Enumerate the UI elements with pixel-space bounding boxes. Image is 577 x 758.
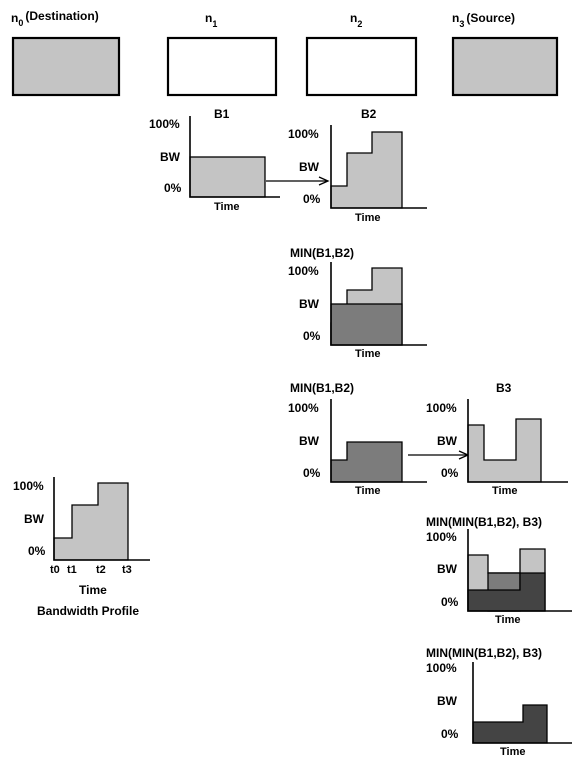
- axis-label-bw: BW: [24, 512, 45, 526]
- node-n1-box: [166, 36, 278, 97]
- node-n1: n1: [166, 11, 278, 97]
- node-n2: n2: [305, 11, 418, 97]
- b1-axes: [189, 116, 280, 198]
- profile-tick-t1: t1: [67, 564, 77, 576]
- chart-min123-result: MIN(MIN(B1,B2), B3) 100% BW 0% Time: [426, 646, 572, 758]
- axis-label-0: 0%: [441, 466, 459, 480]
- profile-tick-t3: t3: [122, 564, 132, 576]
- axis-label-100: 100%: [426, 530, 457, 544]
- axis-label-0: 0%: [441, 727, 459, 741]
- axis-label-bw: BW: [437, 694, 458, 708]
- axis-label-100: 100%: [426, 401, 457, 415]
- b2-axes: [330, 125, 427, 209]
- chart-min123a-title: MIN(MIN(B1,B2), B3): [426, 515, 542, 529]
- axis-label-100: 100%: [288, 127, 319, 141]
- axis-label-100: 100%: [426, 661, 457, 675]
- axis-label-0: 0%: [303, 466, 321, 480]
- b3-xlabel: Time: [492, 485, 517, 497]
- axis-label-bw: BW: [299, 434, 320, 448]
- profile-tick-t0: t0: [50, 564, 60, 576]
- b2-bars: [330, 131, 403, 209]
- node-n2-label: n2: [350, 11, 362, 29]
- min12b-xlabel: Time: [355, 485, 380, 497]
- min12a-axes: [330, 262, 427, 346]
- axis-label-bw: BW: [160, 150, 181, 164]
- min123b-area: [472, 704, 548, 744]
- axis-label-bw: BW: [299, 297, 320, 311]
- axis-label-bw: BW: [299, 160, 320, 174]
- node-n0-box: [11, 36, 121, 97]
- b2-xlabel: Time: [355, 212, 380, 224]
- min12a-xlabel: Time: [355, 348, 380, 360]
- arrow-b1-b2: [266, 176, 330, 186]
- chart-min12a-title: MIN(B1,B2): [290, 246, 354, 260]
- axis-label-bw: BW: [437, 562, 458, 576]
- profile-tick-t2: t2: [96, 564, 106, 576]
- chart-b2-title: B2: [361, 107, 377, 121]
- profile-bars: [53, 482, 129, 561]
- axis-label-0: 0%: [303, 329, 321, 343]
- node-n2-box: [305, 36, 418, 97]
- axis-label-0: 0%: [164, 181, 182, 195]
- axis-label-0: 0%: [303, 192, 321, 206]
- b3-axes: [467, 399, 568, 483]
- axis-label-bw: BW: [437, 434, 458, 448]
- min12b-area: [330, 441, 403, 483]
- profile-axes: [53, 477, 150, 561]
- axis-label-0: 0%: [441, 595, 459, 609]
- node-n3-label: n3 (Source): [452, 11, 515, 29]
- min123b-xlabel: Time: [500, 746, 525, 758]
- b1-bar: [189, 156, 266, 198]
- node-n3: n3 (Source): [451, 11, 559, 97]
- axis-label-100: 100%: [288, 264, 319, 278]
- axis-label-100: 100%: [149, 117, 180, 131]
- min12a-min-area: [330, 303, 403, 346]
- min123a-axes: [467, 529, 572, 612]
- node-n1-label: n1: [205, 11, 217, 29]
- chart-min12b-title: MIN(B1,B2): [290, 381, 354, 395]
- profile-xlabel: Time: [79, 583, 107, 597]
- chart-b2: B2 100% BW 0% Time: [288, 107, 427, 224]
- chart-b3-title: B3: [496, 381, 512, 395]
- chart-min12-result: MIN(B1,B2) 100% BW 0% Time: [288, 381, 427, 497]
- chart-min123-overlay: MIN(MIN(B1,B2), B3) 100% BW 0% Time: [426, 515, 572, 626]
- axis-label-0: 0%: [28, 544, 46, 558]
- profile-caption: Bandwidth Profile: [37, 604, 139, 618]
- chart-bandwidth-profile: 100% BW 0% t0 t1 t2 t3 Time Bandwidth Pr…: [13, 477, 150, 618]
- min123a-xlabel: Time: [495, 614, 520, 626]
- chart-b1-title: B1: [214, 107, 230, 121]
- chart-b3: B3 100% BW 0% Time: [426, 381, 568, 497]
- b3-bars: [467, 418, 542, 483]
- node-n3-box: [451, 36, 559, 97]
- node-n0-label: n0 (Destination): [11, 9, 99, 28]
- arrow-min-b3: [408, 450, 470, 460]
- b1-xlabel: Time: [214, 201, 239, 213]
- min12b-axes: [330, 399, 427, 483]
- min123b-axes: [472, 662, 572, 744]
- chart-min12-overlay: MIN(B1,B2) 100% BW 0% Time: [288, 246, 427, 360]
- chart-min123b-title: MIN(MIN(B1,B2), B3): [426, 646, 542, 660]
- axis-label-100: 100%: [288, 401, 319, 415]
- node-n0: n0 (Destination): [11, 9, 121, 97]
- axis-label-100: 100%: [13, 479, 44, 493]
- chart-b1: B1 100% BW 0% Time: [149, 107, 280, 213]
